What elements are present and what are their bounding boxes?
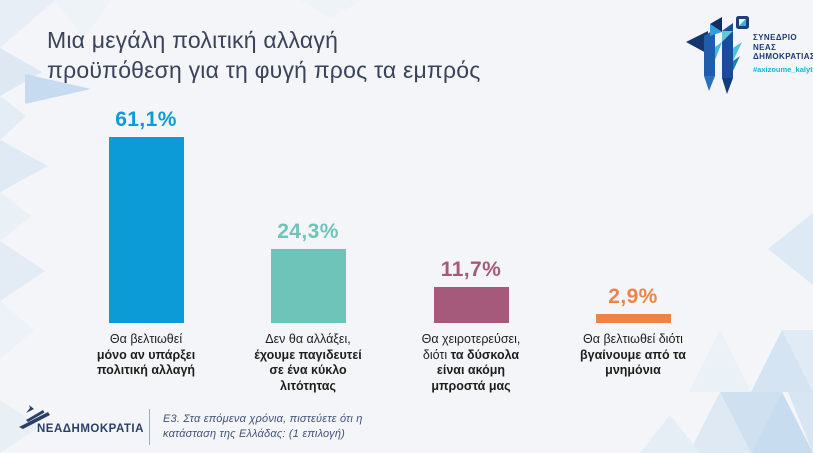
congress-logo-text: ΣΥΝΕΔΡΙΟ ΝΕΑΣ ΔΗΜΟΚΡΑΤΙΑΣ #axizoume_kaly…	[753, 33, 813, 74]
survey-question-line2: κατάσταση της Ελλάδας: (1 επιλογή)	[163, 427, 346, 440]
bar-value-label: 2,9%	[608, 285, 658, 308]
bar-category-label-2: Δεν θα αλλάξει, έχουμε παγιδευτεί σε ένα κ…	[254, 332, 362, 393]
bar-category-label-3: Θα χειροτερεύσει, διότι τα δύσκολα είναι α…	[421, 332, 521, 393]
congress-line3: ΔΗΜΟΚΡΑΤΙΑΣ	[753, 52, 813, 61]
congress-cube-icon	[736, 16, 749, 29]
nd-flame-icon	[19, 405, 50, 429]
bar-category-label-1: Θα βελτιωθεί μόνο αν υπάρξει πολιτική αλλα…	[96, 332, 196, 377]
footer-divider	[149, 409, 150, 445]
congress-hashtag: #axizoume_kalytera	[753, 64, 813, 74]
bar-rect	[108, 137, 184, 323]
congress-line2: ΝΕΑΣ	[753, 42, 777, 52]
bar-column-2: 24,3%	[228, 220, 388, 323]
survey-question-line1: Ε3. Στα επόμενα χρόνια, πιστεύετε ότι η	[163, 413, 363, 425]
bar-rect	[270, 249, 346, 323]
bar-column-3: 11,7%	[391, 258, 551, 323]
bar-value-label: 61,1%	[115, 108, 177, 131]
slide-title-line2: προϋπόθεση για τη φυγή προς τα εμπρός	[47, 57, 481, 83]
slide-title: Μια μεγάλη πολιτική αλλαγή προϋπόθεση γι…	[47, 25, 481, 85]
congress-line1: ΣΥΝΕΔΡΙΟ	[753, 33, 797, 42]
congress-11-logo-icon	[686, 17, 742, 94]
bar-rect	[433, 287, 509, 323]
bar-column-1: 61,1%	[66, 108, 226, 323]
bar-category-label-4: Θα βελτιωθεί διότι βγαίνουμε από τα μνημόν…	[580, 332, 686, 377]
bar-column-4: 2,9%	[553, 285, 713, 323]
bar-rect	[595, 314, 671, 323]
survey-question: Ε3. Στα επόμενα χρόνια, πιστεύετε ότι η …	[163, 412, 363, 441]
slide-title-line1: Μια μεγάλη πολιτική αλλαγή	[47, 27, 339, 53]
bar-value-label: 11,7%	[440, 258, 502, 281]
nd-brand-wordmark: ΝΕΑΔΗΜΟΚΡΑΤΙΑ	[37, 423, 144, 435]
bar-value-label: 24,3%	[277, 220, 339, 243]
